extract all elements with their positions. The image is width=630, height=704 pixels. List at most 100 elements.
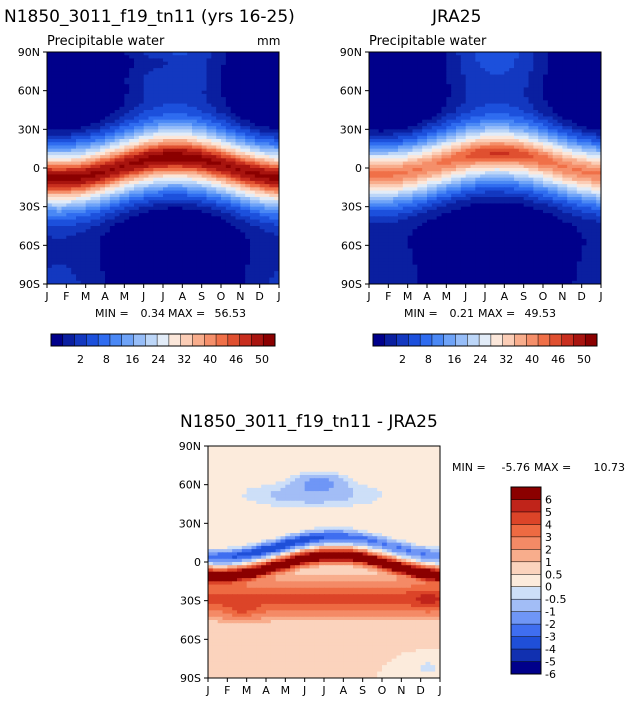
heatmap-cell <box>47 110 53 114</box>
heatmap-cell <box>56 106 63 111</box>
heatmap-cell <box>456 87 462 92</box>
heatmap-cell <box>240 229 246 234</box>
heatmap-cell <box>66 164 72 169</box>
heatmap-cell <box>85 271 92 275</box>
heatmap-cell <box>80 271 87 275</box>
heatmap-cell <box>259 222 266 227</box>
heatmap-cell <box>225 271 232 275</box>
heatmap-cell <box>533 77 539 82</box>
heatmap-cell <box>192 171 198 176</box>
heatmap-cell <box>124 177 130 182</box>
heatmap-cell <box>153 193 159 198</box>
heatmap-cell <box>533 113 539 118</box>
heatmap-cell <box>187 274 193 279</box>
heatmap-cell <box>211 184 217 188</box>
heatmap-cell <box>451 129 457 134</box>
heatmap-cell <box>163 261 169 266</box>
heatmap-cell <box>460 61 467 66</box>
heatmap-cell <box>66 119 72 124</box>
heatmap-cell <box>269 216 275 221</box>
heatmap-cell <box>148 255 154 259</box>
heatmap-cell <box>196 264 203 269</box>
heatmap-cell <box>245 116 251 121</box>
heatmap-cell <box>250 193 256 198</box>
heatmap-cell <box>211 119 217 124</box>
heatmap-cell <box>216 226 222 230</box>
heatmap-cell <box>206 174 212 179</box>
heatmap-cell <box>100 238 106 243</box>
heatmap-cell <box>206 148 212 153</box>
heatmap-cell <box>393 100 399 105</box>
heatmap-cell <box>567 106 573 111</box>
heatmap-cell <box>264 77 270 82</box>
heatmap-cell <box>105 64 111 69</box>
heatmap-cell <box>274 103 279 108</box>
heatmap-cell <box>211 274 217 279</box>
heatmap-cell <box>124 93 130 98</box>
heatmap-cell <box>90 219 96 224</box>
heatmap-cell <box>250 77 256 82</box>
heatmap-cell <box>264 219 270 224</box>
heatmap-cell <box>148 151 154 156</box>
heatmap-cell <box>163 219 169 224</box>
heatmap-cell <box>216 184 222 188</box>
heatmap-cell <box>71 119 77 124</box>
heatmap-cell <box>114 168 121 172</box>
heatmap-cell <box>480 129 486 134</box>
heatmap-cell <box>235 139 241 143</box>
heatmap-cell <box>393 119 399 124</box>
heatmap-cell <box>100 148 106 153</box>
heatmap-cell <box>441 64 447 69</box>
heatmap-cell <box>441 135 447 140</box>
heatmap-cell <box>124 100 130 105</box>
heatmap-cell <box>158 258 164 263</box>
heatmap-cell <box>552 106 559 111</box>
heatmap-cell <box>90 71 96 76</box>
heatmap-cell <box>138 248 145 253</box>
heatmap-cell <box>240 203 246 208</box>
heatmap-cell <box>225 255 232 259</box>
heatmap-cell <box>572 61 578 66</box>
heatmap-cell <box>143 267 150 272</box>
heatmap-cell <box>182 151 188 156</box>
heatmap-cell <box>254 145 261 150</box>
heatmap-cell <box>66 245 72 250</box>
heatmap-cell <box>259 139 266 143</box>
heatmap-cell <box>230 90 237 95</box>
heatmap-cell <box>109 216 116 221</box>
heatmap-cell <box>134 103 140 108</box>
heatmap-cell <box>206 100 212 105</box>
heatmap-cell <box>80 222 87 227</box>
heatmap-cell <box>402 93 409 98</box>
heatmap-cell <box>254 242 261 246</box>
heatmap-cell <box>528 77 534 82</box>
heatmap-cell <box>158 248 164 253</box>
heatmap-cell <box>225 258 232 263</box>
heatmap-cell <box>143 216 150 221</box>
heatmap-cell <box>196 71 203 76</box>
heatmap-cell <box>80 193 87 198</box>
heatmap-cell <box>523 87 530 92</box>
heatmap-cell <box>158 129 164 134</box>
heatmap-cell <box>66 197 72 201</box>
heatmap-cell <box>143 219 150 224</box>
heatmap-cell <box>259 135 266 140</box>
heatmap-cell <box>172 64 179 69</box>
heatmap-cell <box>90 132 96 137</box>
heatmap-cell <box>196 119 203 124</box>
heatmap-cell <box>114 193 121 198</box>
heatmap-cell <box>528 100 534 105</box>
heatmap-cell <box>163 132 169 137</box>
heatmap-cell <box>552 132 559 137</box>
heatmap-cell <box>143 151 150 156</box>
heatmap-cell <box>129 242 135 246</box>
heatmap-cell <box>201 84 208 89</box>
heatmap-cell <box>422 55 428 60</box>
heatmap-cell <box>148 245 154 250</box>
heatmap-cell <box>494 97 501 101</box>
heatmap-cell <box>187 148 193 153</box>
heatmap-cell <box>485 100 491 105</box>
heatmap-cell <box>446 81 452 85</box>
heatmap-cell <box>240 235 246 240</box>
heatmap-cell <box>124 180 130 185</box>
